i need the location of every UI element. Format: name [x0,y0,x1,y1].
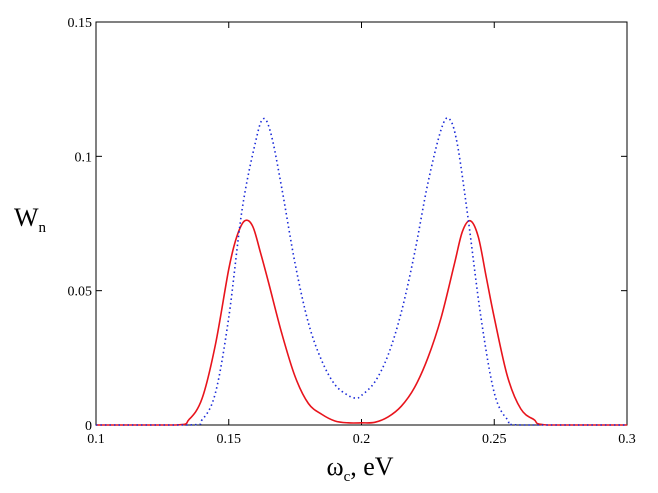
x-tick-label: 0.25 [482,432,507,447]
series-dotted-line [95,117,627,426]
x-tick-label: 0.1 [87,432,105,447]
x-axis-label-main: ω [326,452,343,481]
y-axis-label-sub: n [39,220,47,236]
tick-labels: 0.1 0.15 0.2 0.25 0.3 0 0.05 0.1 0.15 [68,16,636,447]
y-tick-label: 0.1 [75,150,93,165]
y-axis-label-main: W [14,203,39,232]
x-axis-label-rest: , eV [350,452,394,481]
y-tick-label: 0.15 [68,16,93,31]
ticks [95,21,628,426]
y-axis-label: Wn [14,203,47,236]
x-tick-label: 0.3 [618,432,636,447]
x-tick-label: 0.2 [353,432,371,447]
x-axis-label: ωc, eV [326,452,393,485]
y-tick-label: 0.05 [68,285,93,300]
x-axis-label-sub: c [344,469,351,485]
series-layer [95,117,627,426]
series-solid-line [95,219,627,426]
plot-frame [95,21,628,426]
x-tick-label: 0.15 [217,432,242,447]
y-tick-label: 0 [85,419,92,434]
